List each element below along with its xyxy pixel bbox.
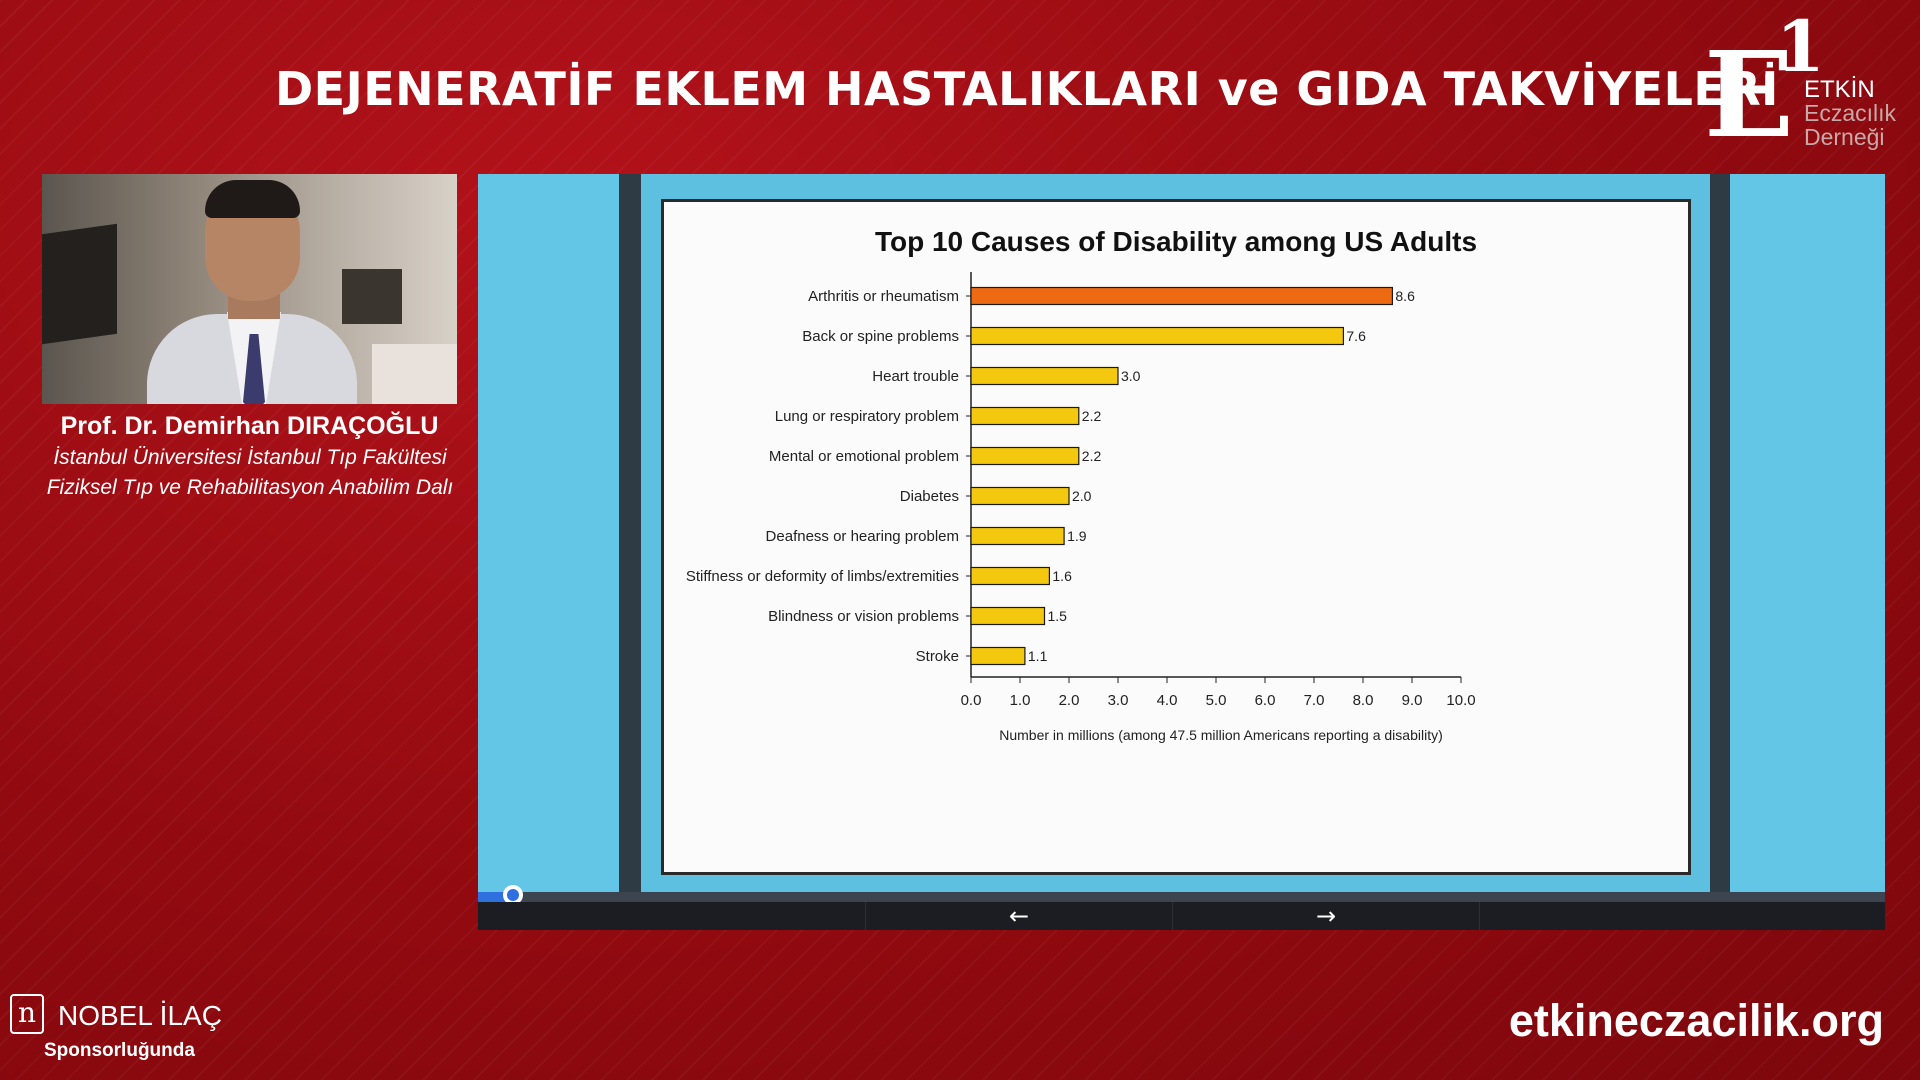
slide-bezel-right bbox=[1710, 174, 1730, 892]
logo-text-line2: Eczacılık bbox=[1804, 100, 1897, 126]
speaker-name: Prof. Dr. Demirhan DIRAÇOĞLU bbox=[60, 412, 439, 440]
x-tick-label: 7.0 bbox=[1304, 692, 1325, 709]
category-label: Lung or respiratory problem bbox=[775, 408, 959, 425]
nobel-logo-icon: n bbox=[10, 994, 44, 1034]
x-tick-label: 9.0 bbox=[1402, 692, 1423, 709]
arrow-right-icon: → bbox=[1315, 902, 1337, 930]
bar bbox=[970, 446, 1080, 466]
bar bbox=[970, 486, 1070, 506]
background-shelf bbox=[342, 269, 402, 324]
category-label: Deafness or hearing problem bbox=[766, 528, 959, 545]
category-label: Stroke bbox=[916, 648, 959, 665]
x-tick-label: 4.0 bbox=[1157, 692, 1178, 709]
etkin-logo: E 1 ETKİN Eczacılık Derneği bbox=[1704, 12, 1904, 164]
category-label: Mental or emotional problem bbox=[769, 448, 959, 465]
bar bbox=[970, 526, 1065, 546]
bar bbox=[970, 646, 1026, 666]
logo-text-line3: Derneği bbox=[1804, 124, 1885, 150]
slide-bezel-left bbox=[619, 174, 641, 892]
slide-page: Top 10 Causes of Disability among US Adu… bbox=[661, 199, 1691, 875]
category-label: Stiffness or deformity of limbs/extremit… bbox=[686, 568, 959, 585]
chart-title: Top 10 Causes of Disability among US Adu… bbox=[874, 226, 1478, 257]
progress-fill bbox=[478, 892, 513, 902]
value-label: 2.2 bbox=[1082, 408, 1102, 424]
category-label: Arthritis or rheumatism bbox=[808, 288, 959, 305]
arrow-left-icon: ← bbox=[1008, 902, 1030, 930]
bar bbox=[970, 566, 1051, 586]
value-label: 1.9 bbox=[1067, 528, 1087, 544]
next-slide-button[interactable]: → bbox=[1173, 902, 1480, 930]
sponsor-subtitle: Sponsorluğunda bbox=[44, 1040, 195, 1061]
speaker-affiliation-line2: Fiziksel Tıp ve Rehabilitasyon Anabilim … bbox=[46, 476, 454, 499]
player-controls: ← → bbox=[478, 902, 1885, 930]
category-label: Diabetes bbox=[900, 488, 959, 505]
controls-spacer-right bbox=[1480, 902, 1885, 930]
value-label: 8.6 bbox=[1395, 288, 1415, 304]
category-label: Heart trouble bbox=[872, 368, 959, 385]
value-label: 1.5 bbox=[1048, 608, 1068, 624]
value-label: 1.1 bbox=[1028, 648, 1048, 664]
x-tick-label: 3.0 bbox=[1108, 692, 1129, 709]
category-label: Blindness or vision problems bbox=[768, 608, 959, 625]
category-label: Back or spine problems bbox=[802, 328, 959, 345]
controls-spacer-left bbox=[478, 902, 866, 930]
x-tick-label: 5.0 bbox=[1206, 692, 1227, 709]
logo-mark-letter: E bbox=[1704, 25, 1794, 164]
bar-chart: Arthritis or rheumatism 8.6 Back or spine … bbox=[686, 272, 1476, 743]
logo-mark-number: 1 bbox=[1776, 5, 1825, 88]
x-tick-label: 2.0 bbox=[1059, 692, 1080, 709]
bar bbox=[970, 406, 1080, 426]
x-tick-label: 10.0 bbox=[1446, 692, 1475, 709]
value-label: 7.6 bbox=[1346, 328, 1366, 344]
speaker-tie bbox=[243, 334, 265, 404]
slide-viewer: Top 10 Causes of Disability among US Adu… bbox=[478, 174, 1885, 930]
speaker-video bbox=[42, 174, 457, 404]
speaker-hair bbox=[205, 180, 300, 218]
x-axis-label: Number in millions (among 47.5 million A… bbox=[999, 727, 1443, 743]
x-tick-label: 6.0 bbox=[1255, 692, 1276, 709]
x-tick-label: 8.0 bbox=[1353, 692, 1374, 709]
value-label: 2.2 bbox=[1082, 448, 1102, 464]
page-title: DEJENERATİF EKLEM HASTALIKLARI ve GIDA T… bbox=[275, 62, 1779, 116]
value-label: 2.0 bbox=[1072, 488, 1092, 504]
value-label: 1.6 bbox=[1052, 568, 1072, 584]
prev-slide-button[interactable]: ← bbox=[866, 902, 1173, 930]
speaker-affiliation-line1: İstanbul Üniversitesi İstanbul Tıp Fakül… bbox=[53, 446, 447, 469]
progress-track[interactable] bbox=[478, 892, 1885, 902]
website-url[interactable]: etkineczacilik.org bbox=[1508, 995, 1884, 1046]
sponsor-block: n NOBEL İLAÇ Sponsorluğunda bbox=[10, 994, 270, 1064]
background-tv bbox=[42, 223, 117, 345]
logo-text-line1: ETKİN bbox=[1804, 76, 1875, 103]
x-tick-label: 1.0 bbox=[1010, 692, 1031, 709]
value-label: 3.0 bbox=[1121, 368, 1141, 384]
bar bbox=[970, 366, 1119, 386]
bar bbox=[970, 606, 1046, 626]
sponsor-name: NOBEL İLAÇ bbox=[58, 1000, 222, 1031]
x-tick-label: 0.0 bbox=[961, 692, 982, 709]
bar bbox=[970, 326, 1344, 346]
background-sofa bbox=[372, 344, 457, 404]
bar bbox=[970, 286, 1393, 306]
